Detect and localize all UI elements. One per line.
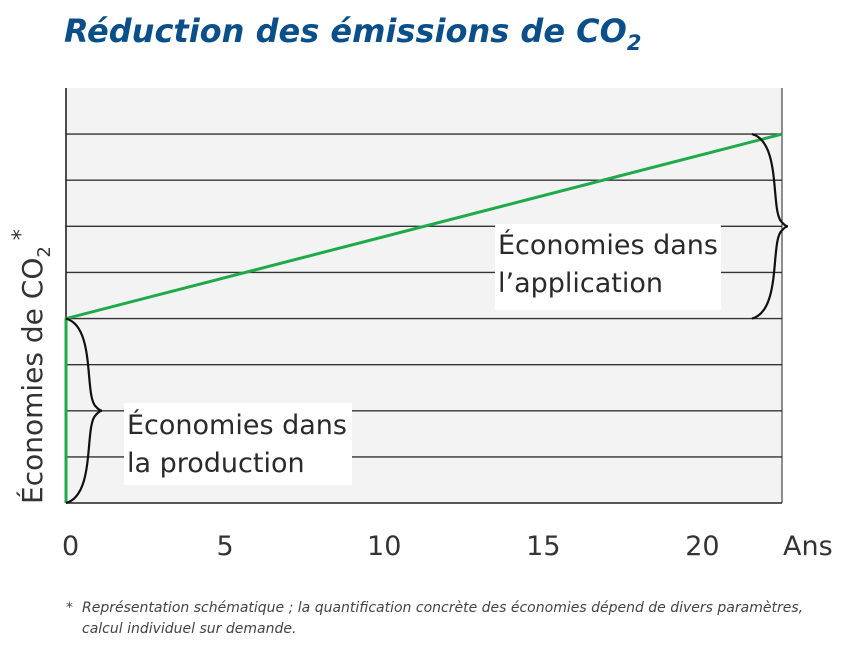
chart-title-subscript: 2 bbox=[627, 31, 642, 55]
bracket-production bbox=[65, 317, 103, 505]
footnote-marker: * bbox=[66, 600, 73, 616]
annotation-production-box bbox=[124, 403, 352, 485]
x-tick-label-20: 20 bbox=[685, 531, 719, 562]
annotation-application-box bbox=[495, 224, 721, 310]
y-axis-label-subscript: 2 bbox=[34, 246, 55, 257]
x-tick-labels: 0 5 10 15 20 bbox=[62, 531, 720, 562]
bracket-application bbox=[751, 133, 789, 320]
footnote: * Représentation schématique ; la quanti… bbox=[66, 598, 826, 640]
x-tick-label-15: 15 bbox=[526, 531, 560, 562]
annotation-production: Économies dans la production bbox=[124, 403, 352, 485]
y-axis-label: Économies de CO2* bbox=[9, 229, 55, 504]
annotation-application-line2: l’application bbox=[498, 268, 663, 299]
annotation-application: Économies dans l’application bbox=[495, 224, 721, 310]
y-axis-label-marker: * bbox=[9, 229, 34, 240]
y-axis-label-main: Économies de CO bbox=[15, 258, 49, 504]
x-tick-label-10: 10 bbox=[367, 531, 401, 562]
chart-title: Réduction des émissions de CO2 bbox=[64, 12, 641, 55]
brackets bbox=[65, 133, 789, 505]
chart-title-main: Réduction des émissions de CO bbox=[64, 12, 627, 50]
x-axis-label: Ans bbox=[783, 531, 833, 562]
x-tick-label-5: 5 bbox=[217, 531, 234, 562]
annotation-production-line1: Économies dans bbox=[127, 409, 347, 441]
annotation-production-line2: la production bbox=[127, 448, 305, 479]
x-tick-label-0: 0 bbox=[62, 531, 79, 562]
annotation-application-line1: Économies dans bbox=[498, 229, 718, 261]
footnote-text: Représentation schématique ; la quantifi… bbox=[82, 600, 804, 637]
